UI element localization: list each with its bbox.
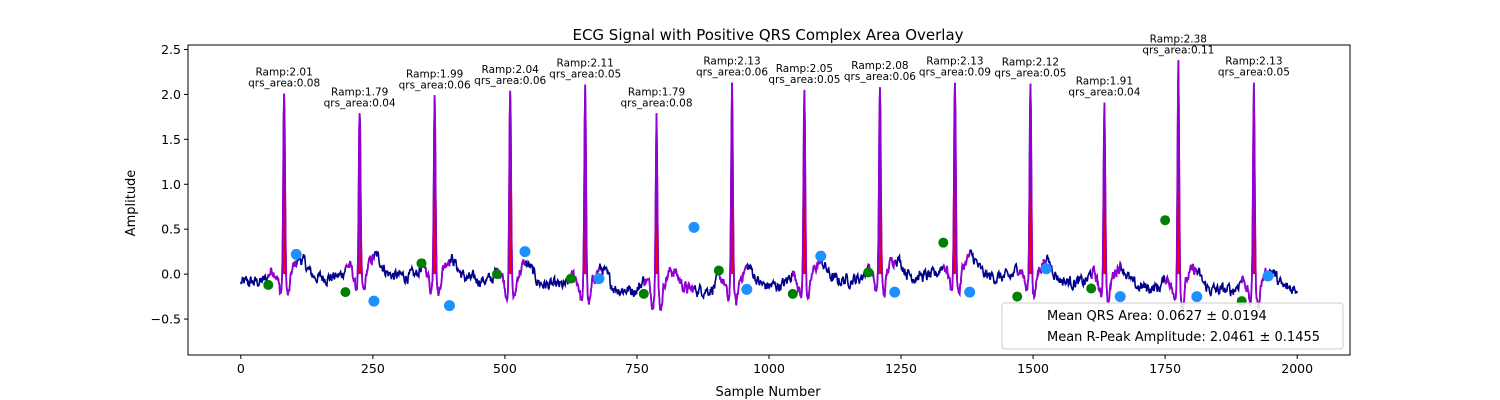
y-tick-label-1: 0.0 [161, 267, 181, 282]
y-tick-label-2: 0.5 [161, 222, 181, 237]
offset-marker-6 [688, 221, 700, 233]
x-axis-label: Sample Number [715, 385, 821, 400]
beat-ramp-label-14: Ramp:2.13 [1225, 56, 1282, 68]
x-tick-label-2000: 2000 [1281, 361, 1313, 376]
qrs-segment-3 [420, 95, 451, 296]
x-tick-label-1000: 1000 [753, 361, 785, 376]
beat-qrs-area-label-1: qrs_area:0.08 [248, 78, 320, 90]
beat-qrs-area-label-9: qrs_area:0.06 [844, 71, 916, 83]
qrs-segment-1 [267, 93, 298, 296]
beat-ramp-label-1: Ramp:2.01 [255, 67, 312, 79]
legend-box [1001, 302, 1344, 350]
offset-marker-1 [290, 248, 302, 260]
onset-marker-3 [416, 258, 427, 269]
beat-qrs-area-label-4: qrs_area:0.06 [474, 75, 546, 87]
x-tick-label-0: 0 [237, 361, 245, 376]
beat-ramp-label-3: Ramp:1.99 [406, 68, 463, 80]
x-tick-label-1750: 1750 [1149, 361, 1181, 376]
offset-marker-14 [1262, 270, 1274, 282]
beat-ramp-label-12: Ramp:1.91 [1076, 76, 1133, 88]
beat-qrs-area-label-6: qrs_area:0.08 [620, 97, 692, 109]
beat-qrs-area-label-14: qrs_area:0.05 [1218, 67, 1290, 79]
offset-marker-2 [368, 295, 380, 307]
onset-marker-6 [638, 288, 649, 299]
onset-marker-8 [787, 288, 798, 299]
beat-ramp-label-13: Ramp:2.38 [1150, 33, 1207, 45]
qrs-segment-9 [867, 87, 896, 298]
offset-marker-9 [889, 286, 901, 298]
qrs-segment-7 [718, 82, 748, 306]
offset-marker-10 [964, 286, 976, 298]
beat-ramp-label-7: Ramp:2.13 [703, 56, 760, 68]
beat-ramp-label-9: Ramp:2.08 [851, 60, 908, 72]
qrs-segment-6 [642, 113, 695, 312]
x-tick-label-1500: 1500 [1017, 361, 1049, 376]
beat-ramp-label-11: Ramp:2.12 [1002, 57, 1059, 69]
beat-qrs-area-label-7: qrs_area:0.06 [696, 67, 768, 79]
offset-marker-4 [519, 246, 531, 258]
qrs-segment-8 [791, 89, 822, 302]
x-tick-label-1250: 1250 [885, 361, 917, 376]
beat-qrs-area-label-8: qrs_area:0.05 [768, 74, 840, 86]
y-axis-label: Amplitude [124, 170, 139, 237]
x-tick-label-750: 750 [625, 361, 649, 376]
beat-ramp-label-5: Ramp:2.11 [557, 58, 614, 70]
offset-marker-12 [1114, 291, 1126, 303]
y-tick-label-6: 2.5 [161, 42, 181, 57]
qrs-segment-2 [344, 113, 375, 291]
signal-group [240, 60, 1298, 313]
beat-qrs-area-label-13: qrs_area:0.11 [1142, 44, 1214, 56]
offset-marker-7 [741, 283, 753, 295]
onset-marker-9 [863, 267, 874, 278]
beat-qrs-area-label-10: qrs_area:0.09 [919, 67, 991, 79]
beat-qrs-area-label-5: qrs_area:0.05 [549, 69, 621, 81]
onset-marker-13 [1160, 215, 1171, 226]
plot-layer: Ramp:2.01qrs_area:0.08Ramp:1.79qrs_area:… [151, 33, 1351, 376]
x-tick-label-500: 500 [493, 361, 517, 376]
beat-qrs-area-label-12: qrs_area:0.04 [1068, 87, 1140, 99]
legend-entry-mean-qrs-area: Mean QRS Area: 0.0627 ± 0.0194 [1047, 309, 1267, 324]
beat-ramp-label-6: Ramp:1.79 [628, 86, 685, 98]
legend-entry-mean-r-peak-amplitude: Mean R-Peak Amplitude: 2.0461 ± 0.1455 [1047, 330, 1320, 345]
offset-marker-3 [443, 300, 455, 312]
offset-marker-5 [593, 273, 605, 285]
offset-marker-11 [1040, 263, 1052, 275]
ecg-signal-line [240, 60, 1298, 313]
onset-marker-7 [713, 265, 724, 276]
offset-marker-8 [815, 250, 827, 262]
y-tick-label-0: −0.5 [151, 312, 181, 327]
onset-marker-1 [263, 279, 274, 290]
qrs-segment-12 [1090, 102, 1122, 305]
beat-qrs-area-label-2: qrs_area:0.04 [324, 97, 396, 109]
x-tick-label-250: 250 [361, 361, 385, 376]
y-tick-label-3: 1.0 [161, 177, 181, 192]
offset-marker-13 [1191, 291, 1203, 303]
y-tick-label-5: 2.0 [161, 87, 181, 102]
onset-marker-12 [1086, 283, 1097, 294]
beat-qrs-area-label-3: qrs_area:0.06 [399, 79, 471, 91]
beat-ramp-label-4: Ramp:2.04 [482, 64, 540, 76]
onset-marker-4 [491, 269, 502, 280]
onset-marker-5 [565, 273, 576, 284]
onset-marker-11 [1012, 291, 1023, 302]
onset-marker-10 [938, 237, 949, 248]
qrs-segment-13 [1164, 60, 1198, 313]
beat-ramp-label-2: Ramp:1.79 [331, 86, 388, 98]
chart-title: ECG Signal with Positive QRS Complex Are… [572, 26, 963, 44]
qrs-segment-10 [942, 82, 971, 298]
beat-ramp-label-8: Ramp:2.05 [776, 63, 833, 75]
beat-qrs-area-label-11: qrs_area:0.05 [994, 68, 1066, 80]
legend: Mean QRS Area: 0.0627 ± 0.0194 Mean R-Pe… [1001, 302, 1344, 350]
onset-marker-2 [340, 287, 351, 298]
y-tick-label-4: 1.5 [161, 132, 181, 147]
beat-ramp-label-10: Ramp:2.13 [926, 56, 983, 68]
